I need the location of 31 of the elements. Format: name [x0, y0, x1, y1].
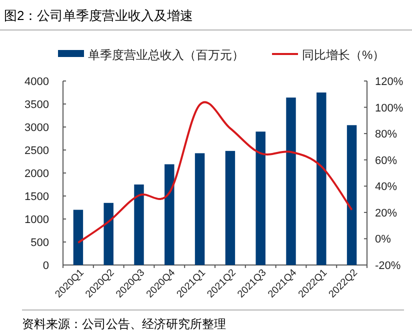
y2-tick-label: 20%: [375, 207, 398, 220]
text: 资料来源：公司公告、经济研究所整理: [22, 317, 226, 331]
bar: [316, 92, 326, 265]
legend-label: 单季度营业总收入（百万元）: [88, 48, 244, 62]
y2-tick-label: 60%: [375, 154, 398, 167]
bar: [104, 202, 114, 265]
bar: [134, 184, 144, 265]
y-tick-label: 2500: [24, 145, 49, 157]
bar: [73, 210, 84, 265]
bar: [225, 150, 236, 265]
bar: [256, 132, 266, 265]
chart-title: 图2：公司单季度营业收入及增速: [4, 8, 194, 23]
y2-tick-label: 40%: [375, 181, 398, 194]
y2-tick-label: 120%: [375, 76, 404, 88]
y-tick-label: 2000: [24, 168, 49, 180]
y-tick-label: 500: [30, 237, 49, 249]
bar: [346, 125, 357, 265]
bar: [286, 98, 296, 265]
y-tick-label: 1000: [24, 214, 49, 226]
y-tick-label: 3000: [24, 122, 49, 134]
y2-tick-label: -20%: [375, 260, 401, 272]
y2-tick-label: 100%: [375, 102, 404, 114]
bar: [194, 153, 205, 265]
y-tick-label: 4000: [24, 76, 49, 88]
legend-label: 同比增长（%）: [302, 48, 385, 62]
y-tick-label: 1500: [24, 191, 49, 203]
y2-tick-label: 0%: [375, 234, 392, 246]
y-tick-label: 3500: [24, 99, 49, 111]
y2-tick-label: 80%: [375, 128, 398, 141]
bar: [164, 164, 174, 265]
y-tick-label: 0: [42, 260, 49, 272]
